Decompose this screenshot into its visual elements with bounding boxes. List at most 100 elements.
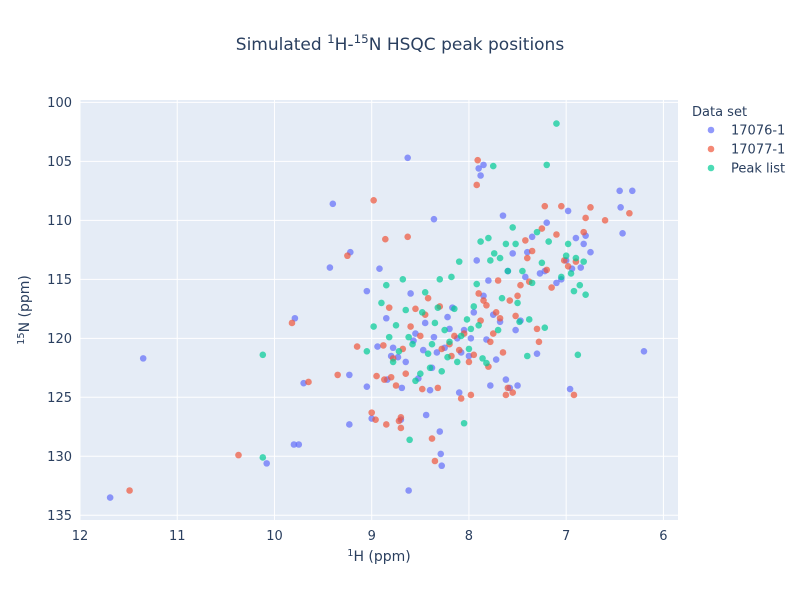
series-1	[126, 156, 633, 494]
data-point	[426, 386, 434, 394]
legend-item[interactable]: Peak list	[707, 162, 785, 177]
data-point	[430, 215, 438, 223]
data-point	[492, 356, 500, 363]
data-point	[404, 154, 411, 162]
data-point	[346, 371, 353, 379]
data-point	[628, 187, 636, 195]
data-point	[418, 309, 426, 316]
data-point	[570, 391, 578, 399]
data-point	[374, 343, 381, 350]
data-point	[470, 351, 478, 359]
data-point	[421, 319, 429, 327]
data-point	[421, 289, 429, 296]
data-point	[514, 382, 521, 389]
data-point	[106, 494, 114, 501]
data-point	[640, 347, 648, 355]
data-point	[477, 238, 484, 245]
x-tick-label: 9	[368, 529, 376, 544]
data-point	[553, 279, 560, 287]
legend-title: Data set	[692, 105, 747, 120]
data-point	[305, 378, 312, 386]
data-point	[587, 248, 594, 256]
data-point	[405, 333, 412, 341]
data-point	[291, 314, 299, 322]
data-point	[487, 382, 494, 389]
data-point	[382, 314, 390, 322]
data-point	[548, 284, 555, 291]
data-point	[376, 265, 383, 273]
data-point	[580, 240, 587, 248]
data-point	[570, 287, 578, 295]
data-point	[398, 384, 406, 392]
plot-area	[80, 100, 678, 520]
data-point	[460, 419, 468, 427]
data-point	[407, 290, 414, 297]
data-point	[580, 258, 587, 265]
data-point	[553, 231, 560, 238]
data-point	[451, 305, 458, 313]
data-point	[502, 240, 510, 248]
legend-label: Peak list	[731, 162, 785, 177]
data-point	[467, 335, 475, 342]
data-point	[477, 172, 484, 179]
data-point	[451, 332, 458, 340]
data-point	[455, 258, 463, 265]
data-point	[448, 273, 455, 281]
data-point	[512, 326, 519, 334]
y-tick-label: 110	[47, 214, 72, 229]
data-point	[564, 207, 572, 215]
text-part: N (ppm)	[17, 275, 33, 332]
data-point	[523, 254, 531, 262]
data-point	[368, 409, 376, 416]
legend-item[interactable]: 17077-1	[707, 143, 786, 158]
data-point	[533, 228, 541, 236]
x-axis-ticks: 12 11 10 9 8 7 6	[72, 529, 668, 544]
data-point	[494, 326, 502, 334]
data-point	[564, 240, 572, 248]
data-point	[363, 347, 371, 355]
data-point	[473, 181, 481, 189]
data-point	[465, 358, 473, 366]
data-point	[538, 259, 546, 267]
x-tick-label: 7	[562, 529, 570, 544]
data-point	[453, 358, 461, 366]
data-point	[512, 240, 519, 248]
superscript: 15	[16, 332, 27, 344]
data-point	[385, 333, 393, 341]
data-point	[502, 376, 510, 383]
data-point	[436, 428, 444, 435]
data-point	[382, 281, 390, 289]
data-point	[479, 355, 486, 362]
data-point	[463, 316, 471, 323]
legend-marker	[707, 126, 715, 134]
data-point	[480, 161, 487, 169]
data-point	[259, 351, 267, 359]
x-axis-title: 1H (ppm)	[347, 548, 411, 566]
data-point	[475, 165, 482, 172]
data-point	[373, 372, 380, 380]
y-tick-label: 105	[47, 155, 72, 170]
data-point	[577, 264, 585, 271]
data-point	[475, 290, 482, 297]
data-point	[487, 338, 494, 346]
data-point	[543, 161, 551, 169]
data-point	[434, 384, 442, 392]
data-point	[395, 347, 403, 355]
data-point	[418, 385, 426, 393]
data-point	[506, 297, 514, 304]
data-point	[496, 254, 504, 262]
data-point	[566, 385, 574, 393]
legend-item[interactable]: 17076-1	[707, 124, 786, 139]
data-point	[288, 319, 296, 327]
data-point	[392, 322, 400, 329]
data-point	[490, 250, 498, 257]
data-point	[541, 202, 549, 210]
y-tick-label: 120	[47, 332, 72, 347]
data-point	[485, 277, 492, 284]
data-point	[436, 276, 444, 283]
data-point	[525, 316, 533, 323]
text-part: H-	[335, 35, 354, 55]
data-point	[522, 273, 529, 281]
superscript: 15	[354, 32, 369, 46]
data-point	[295, 441, 303, 448]
